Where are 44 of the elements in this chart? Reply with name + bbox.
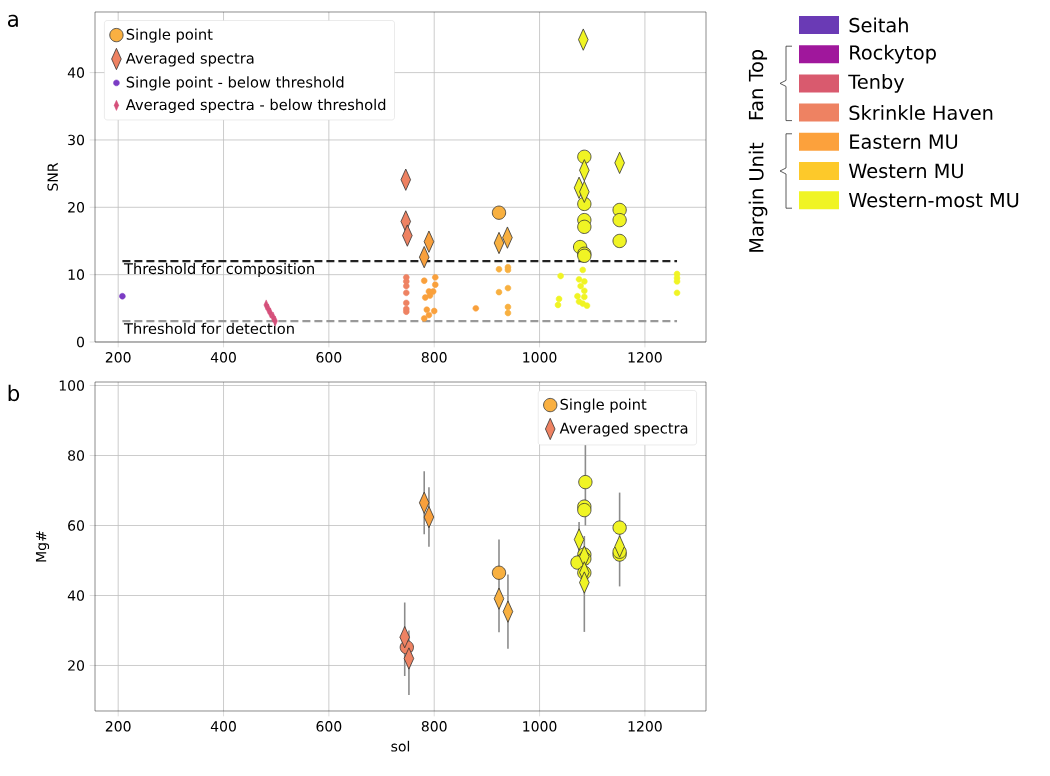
x-axis-title: sol	[391, 740, 410, 752]
x-tick-label: 1000	[523, 721, 557, 732]
ref-line-label: Threshold for detection	[123, 322, 294, 335]
y-tick-label: 30	[68, 134, 85, 146]
y-tick-label: 20	[68, 660, 85, 671]
category-label: Western-most MU	[848, 193, 1019, 208]
y-tick-label: 80	[68, 450, 85, 461]
y-axis-title: Mg#	[35, 531, 50, 562]
x-tick-label: 1000	[523, 352, 557, 363]
y-tick-label: 60	[68, 520, 85, 531]
legend-label: Single point	[126, 28, 213, 43]
text: b	[8, 384, 20, 402]
legend-label: Single point	[560, 398, 647, 413]
x-tick-label: 1200	[628, 721, 662, 732]
x-tick-label: 800	[421, 721, 447, 732]
y-axis-title: SNR	[47, 162, 58, 191]
ref-line-label: Threshold for composition	[123, 262, 314, 277]
legend-label: Averaged spectra	[125, 52, 254, 67]
category-label: Tenby	[848, 74, 905, 93]
x-tick-label: 600	[316, 721, 342, 732]
legend-label: Averaged spectra - below threshold	[125, 98, 386, 113]
x-tick-label: 800	[421, 352, 447, 363]
text: Fan Top	[748, 49, 768, 120]
y-tick-label: 20	[68, 202, 85, 213]
category-label: Eastern MU	[850, 134, 958, 149]
x-tick-label: 200	[105, 721, 131, 732]
text: Margin Unit	[748, 142, 768, 252]
legend-label: Averaged spectra	[559, 422, 688, 437]
category-label: Western MU	[848, 163, 963, 179]
category-label: Seitah	[849, 17, 908, 33]
legend-label: Single point - below threshold	[126, 76, 344, 91]
category-label: Skrinkle Haven	[849, 105, 993, 121]
text: a	[7, 14, 18, 27]
y-tick-label: 100	[59, 380, 85, 391]
y-tick-label: 10	[68, 269, 85, 280]
y-tick-label: 40	[67, 590, 85, 601]
y-tick-label: 40	[67, 67, 85, 78]
y-tick-label: 0	[76, 336, 85, 348]
x-tick-label: 200	[105, 352, 131, 363]
x-tick-label: 400	[210, 721, 236, 732]
x-tick-label: 1200	[628, 352, 662, 363]
x-tick-label: 600	[316, 352, 342, 363]
x-tick-label: 400	[210, 352, 236, 363]
category-label: Rockytop	[850, 44, 936, 64]
